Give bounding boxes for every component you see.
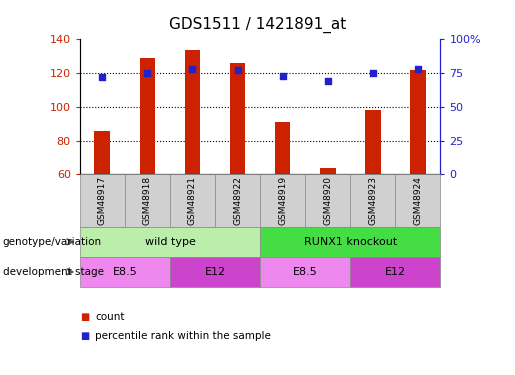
Text: RUNX1 knockout: RUNX1 knockout xyxy=(303,237,397,247)
Text: E8.5: E8.5 xyxy=(112,267,138,277)
Point xyxy=(143,70,151,76)
Text: GSM48923: GSM48923 xyxy=(368,176,377,225)
Text: development stage: development stage xyxy=(3,267,104,277)
Text: GSM48918: GSM48918 xyxy=(143,176,152,225)
Text: wild type: wild type xyxy=(145,237,195,247)
Text: E12: E12 xyxy=(204,267,226,277)
Bar xyxy=(94,130,110,174)
Bar xyxy=(140,58,156,174)
Text: E8.5: E8.5 xyxy=(293,267,318,277)
Text: E12: E12 xyxy=(385,267,406,277)
Text: GSM48921: GSM48921 xyxy=(188,176,197,225)
Point xyxy=(98,74,107,80)
Text: GSM48919: GSM48919 xyxy=(278,176,287,225)
Text: ■: ■ xyxy=(80,312,89,322)
Text: ■: ■ xyxy=(80,331,89,340)
Point xyxy=(414,66,422,72)
Text: GDS1511 / 1421891_at: GDS1511 / 1421891_at xyxy=(169,17,346,33)
Text: GSM48922: GSM48922 xyxy=(233,176,242,225)
Bar xyxy=(274,122,290,174)
Bar xyxy=(320,168,336,174)
Point xyxy=(369,70,377,76)
Text: genotype/variation: genotype/variation xyxy=(3,237,101,247)
Text: GSM48920: GSM48920 xyxy=(323,176,332,225)
Bar xyxy=(365,110,381,174)
Point xyxy=(188,66,197,72)
Point xyxy=(233,68,242,74)
Text: percentile rank within the sample: percentile rank within the sample xyxy=(95,331,271,340)
Bar xyxy=(410,70,426,174)
Text: GSM48917: GSM48917 xyxy=(98,176,107,225)
Text: GSM48924: GSM48924 xyxy=(414,176,422,225)
Point xyxy=(279,73,287,79)
Bar xyxy=(230,63,246,174)
Bar xyxy=(184,50,200,174)
Text: count: count xyxy=(95,312,125,322)
Point xyxy=(323,78,332,84)
